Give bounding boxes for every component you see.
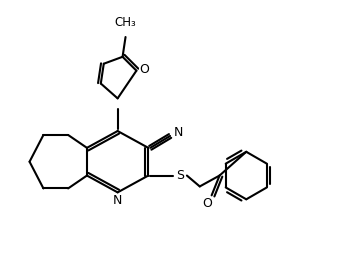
Text: N: N <box>113 194 122 207</box>
Text: O: O <box>203 197 213 210</box>
Text: O: O <box>139 63 149 76</box>
Text: N: N <box>173 127 183 139</box>
Text: CH₃: CH₃ <box>115 16 136 29</box>
Text: S: S <box>176 169 184 182</box>
